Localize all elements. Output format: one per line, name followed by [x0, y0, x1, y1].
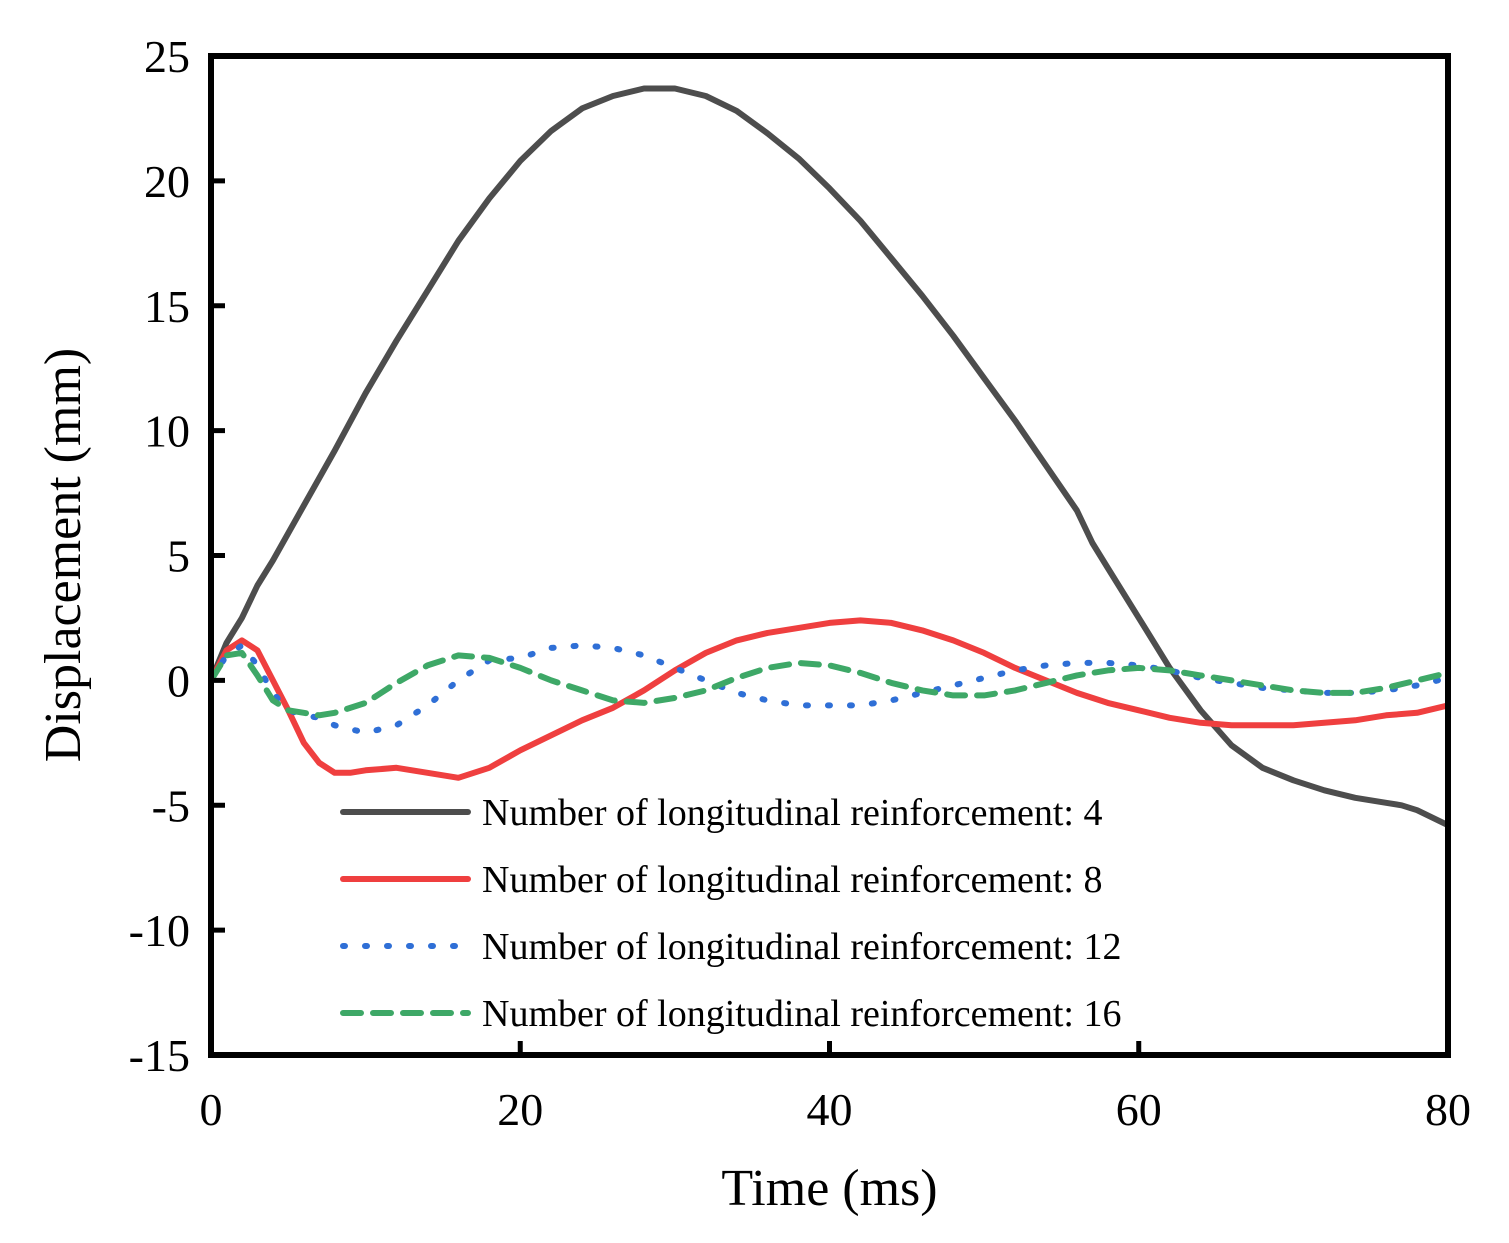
y-tick-label: -15	[129, 1030, 190, 1081]
y-tick-label: 20	[144, 156, 190, 207]
series-line-2	[208, 617, 1451, 781]
x-tick-label: 80	[1425, 1084, 1471, 1135]
series-line-4	[208, 649, 1451, 719]
plot-frame	[208, 53, 1451, 1058]
x-axis-title: Time (ms)	[721, 1160, 937, 1217]
y-axis-title: Displacement (mm)	[35, 348, 92, 762]
legend-label-1: Number of longitudinal reinforcement: 4	[482, 792, 1103, 834]
legend-label-2: Number of longitudinal reinforcement: 8	[482, 859, 1103, 901]
ticks-layer	[208, 53, 1451, 1058]
y-tick-label: -10	[129, 905, 190, 956]
y-tick-label: 15	[144, 281, 190, 332]
y-tick-label: 5	[167, 531, 190, 582]
x-tick-label: 20	[497, 1084, 543, 1135]
x-tick-label: 40	[807, 1084, 853, 1135]
y-tick-label: 25	[144, 31, 190, 82]
y-tick-label: -5	[152, 780, 190, 831]
x-tick-label: 0	[200, 1084, 223, 1135]
series-line-3	[208, 642, 1451, 736]
y-tick-label: 0	[167, 655, 190, 706]
series-line-1	[208, 85, 1451, 829]
legend-label-4: Number of longitudinal reinforcement: 16	[482, 993, 1122, 1035]
series-layer	[208, 85, 1451, 829]
legend: Number of longitudinal reinforcement: 4 N…	[340, 792, 1122, 1035]
y-tick-label: 10	[144, 406, 190, 457]
legend-label-3: Number of longitudinal reinforcement: 12	[482, 926, 1122, 968]
x-tick-label: 60	[1116, 1084, 1162, 1135]
tick-labels-layer: 0 20 40 60 80 -15 -10 -5 0 5 10 15 20 25	[129, 31, 1471, 1135]
